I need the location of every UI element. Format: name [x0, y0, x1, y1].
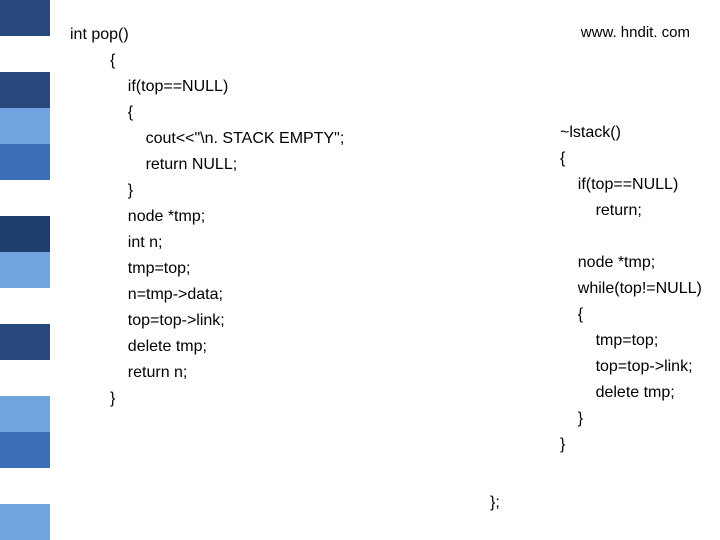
code-block-destructor: ~lstack() { if(top==NULL) return; node *… [560, 120, 702, 458]
sidebar-block [0, 36, 50, 72]
sidebar-block [0, 180, 50, 216]
sidebar-block [0, 288, 50, 324]
sidebar-block [0, 216, 50, 252]
sidebar-block [0, 468, 50, 504]
sidebar-block [0, 324, 50, 360]
sidebar-block [0, 0, 50, 36]
sidebar-block [0, 360, 50, 396]
sidebar-block [0, 396, 50, 432]
decorative-sidebar [0, 0, 50, 540]
slide-content: www. hndit. com int pop() { if(top==NULL… [70, 22, 710, 522]
sidebar-block [0, 504, 50, 540]
code-block-pop: int pop() { if(top==NULL) { cout<<"\n. S… [70, 22, 344, 412]
sidebar-block [0, 252, 50, 288]
sidebar-block [0, 144, 50, 180]
source-url: www. hndit. com [581, 24, 690, 41]
sidebar-block [0, 72, 50, 108]
sidebar-block [0, 108, 50, 144]
class-closer: }; [490, 494, 500, 512]
sidebar-block [0, 432, 50, 468]
